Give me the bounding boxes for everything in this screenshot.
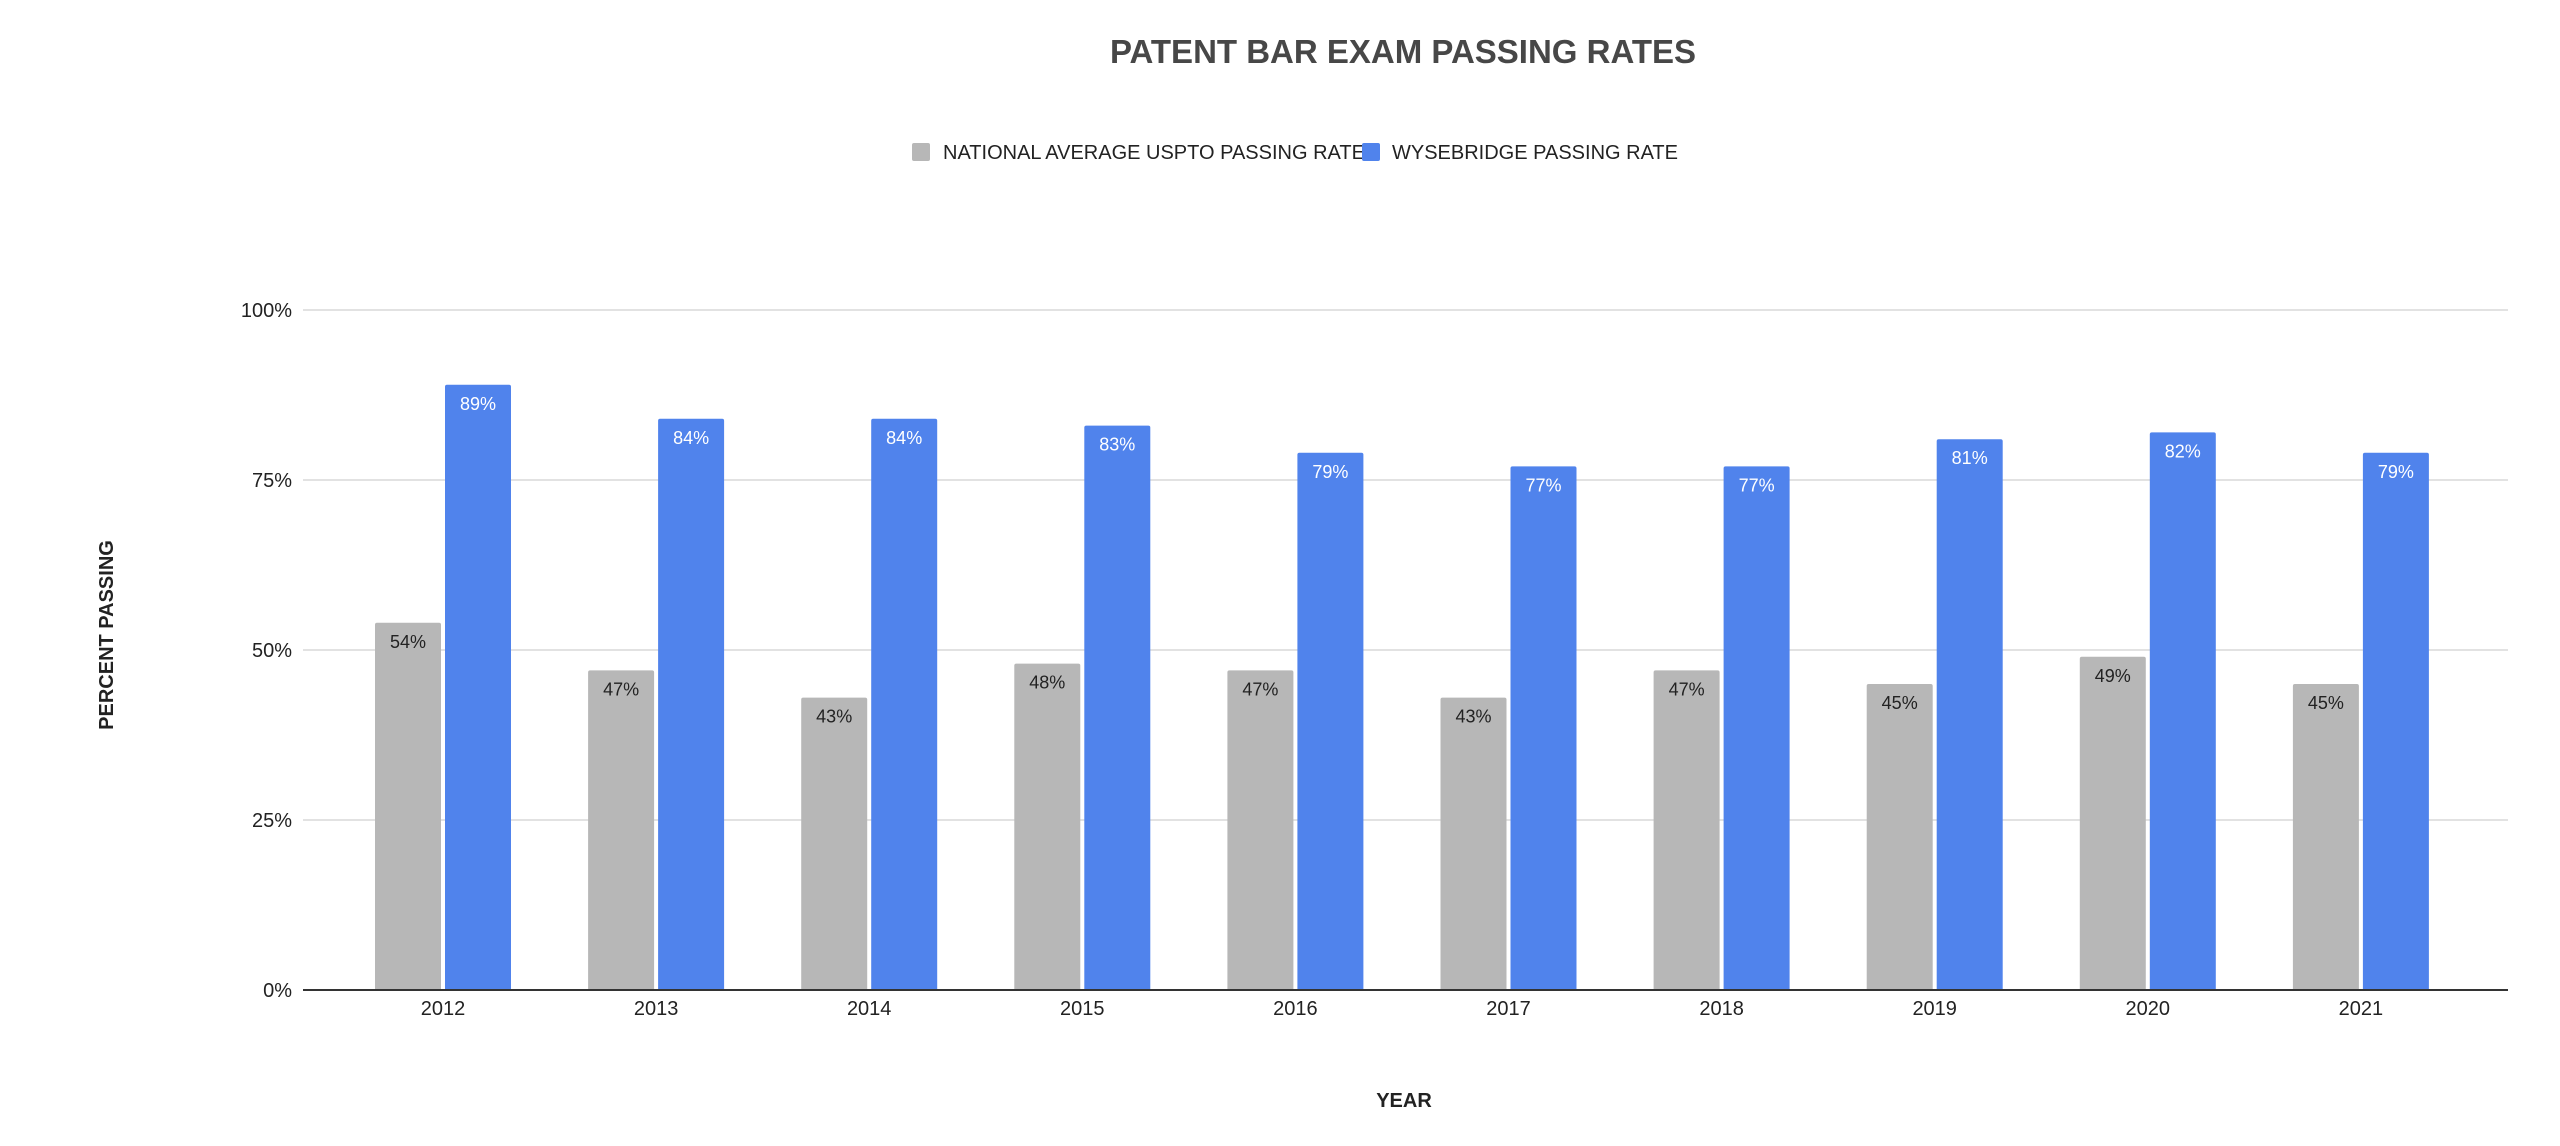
bar-wysebridge[interactable]: [871, 418, 938, 990]
bars: [375, 384, 2429, 991]
x-axis-title: YEAR: [1376, 1090, 1432, 1112]
data-label-national: 47%: [603, 679, 639, 699]
data-label-wysebridge: 77%: [1525, 475, 1561, 495]
bar-national[interactable]: [2079, 656, 2146, 990]
x-tick-label: 2020: [2126, 998, 2171, 1020]
legend-item-wysebridge[interactable]: WYSEBRIDGE PASSING RATE: [1362, 142, 1678, 164]
data-label-national: 47%: [1242, 679, 1278, 699]
bar-wysebridge[interactable]: [1723, 466, 1790, 990]
bar-national[interactable]: [375, 622, 441, 990]
bar-wysebridge[interactable]: [2149, 432, 2216, 990]
data-label-wysebridge: 79%: [2378, 462, 2414, 482]
bar-national[interactable]: [801, 697, 868, 990]
chart-title: PATENT BAR EXAM PASSING RATES: [1110, 33, 1696, 70]
bar-national[interactable]: [588, 670, 655, 990]
data-label-national: 45%: [2308, 693, 2344, 713]
y-tick-label: 100%: [241, 300, 292, 322]
bar-national[interactable]: [1440, 697, 1507, 990]
y-tick-label: 75%: [252, 470, 292, 492]
y-axis-title: PERCENT PASSING: [96, 540, 118, 730]
bar-wysebridge[interactable]: [1297, 452, 1364, 990]
bar-wysebridge[interactable]: [1084, 425, 1151, 991]
data-label-wysebridge: 84%: [886, 428, 922, 448]
bar-national[interactable]: [2292, 684, 2359, 990]
legend-swatch-wysebridge: [1362, 143, 1380, 161]
y-tick-label: 50%: [252, 640, 292, 662]
data-label-wysebridge: 84%: [673, 428, 709, 448]
y-tick-label: 0%: [263, 980, 292, 1002]
x-tick-label: 2018: [1699, 998, 1744, 1020]
bar-wysebridge[interactable]: [1936, 439, 2003, 990]
x-tick-label: 2012: [421, 998, 466, 1020]
data-label-wysebridge: 79%: [1312, 462, 1348, 482]
data-label-national: 43%: [816, 707, 852, 727]
legend-label-wysebridge: WYSEBRIDGE PASSING RATE: [1392, 142, 1678, 164]
data-label-national: 54%: [390, 632, 426, 652]
legend-swatch-national: [912, 143, 930, 161]
x-tick-label: 2014: [847, 998, 892, 1020]
x-tick-label: 2013: [634, 998, 679, 1020]
bar-wysebridge[interactable]: [1510, 466, 1577, 990]
data-label-wysebridge: 81%: [1952, 448, 1988, 468]
bar-national[interactable]: [1227, 670, 1294, 990]
x-tick-label: 2016: [1273, 998, 1318, 1020]
legend: NATIONAL AVERAGE USPTO PASSING RATE WYSE…: [912, 142, 1678, 164]
x-tick-label: 2019: [1912, 998, 1957, 1020]
data-label-national: 48%: [1029, 673, 1065, 693]
bar-national[interactable]: [1014, 663, 1081, 990]
bar-labels: 54% 89% 47% 84% 43% 84% 48% 83% 47% 79% 43% 77% 47% 7…: [390, 394, 2414, 727]
y-axis-ticks: 0% 25% 50% 75% 100%: [241, 300, 292, 1002]
y-tick-label: 25%: [252, 810, 292, 832]
bar-wysebridge[interactable]: [445, 384, 511, 990]
data-label-wysebridge: 83%: [1099, 435, 1135, 455]
x-tick-label: 2017: [1486, 998, 1531, 1020]
data-label-national: 43%: [1455, 707, 1491, 727]
legend-label-national: NATIONAL AVERAGE USPTO PASSING RATE: [943, 142, 1365, 164]
data-label-national: 49%: [2095, 666, 2131, 686]
x-tick-label: 2015: [1060, 998, 1105, 1020]
data-label-national: 45%: [1882, 693, 1918, 713]
x-axis-ticks: 2012 2013 2014 2015 2016 2017 2018 2019 2020 2021: [421, 998, 2383, 1020]
bar-wysebridge[interactable]: [658, 418, 725, 990]
x-tick-label: 2021: [2339, 998, 2384, 1020]
bar-national[interactable]: [1866, 684, 1933, 990]
data-label-wysebridge: 89%: [460, 394, 496, 414]
legend-item-national[interactable]: NATIONAL AVERAGE USPTO PASSING RATE: [912, 142, 1365, 164]
bar-wysebridge[interactable]: [2362, 452, 2429, 990]
data-label-wysebridge: 77%: [1739, 475, 1775, 495]
data-label-wysebridge: 82%: [2165, 441, 2201, 461]
data-label-national: 47%: [1669, 679, 1705, 699]
bar-national[interactable]: [1653, 670, 1720, 990]
